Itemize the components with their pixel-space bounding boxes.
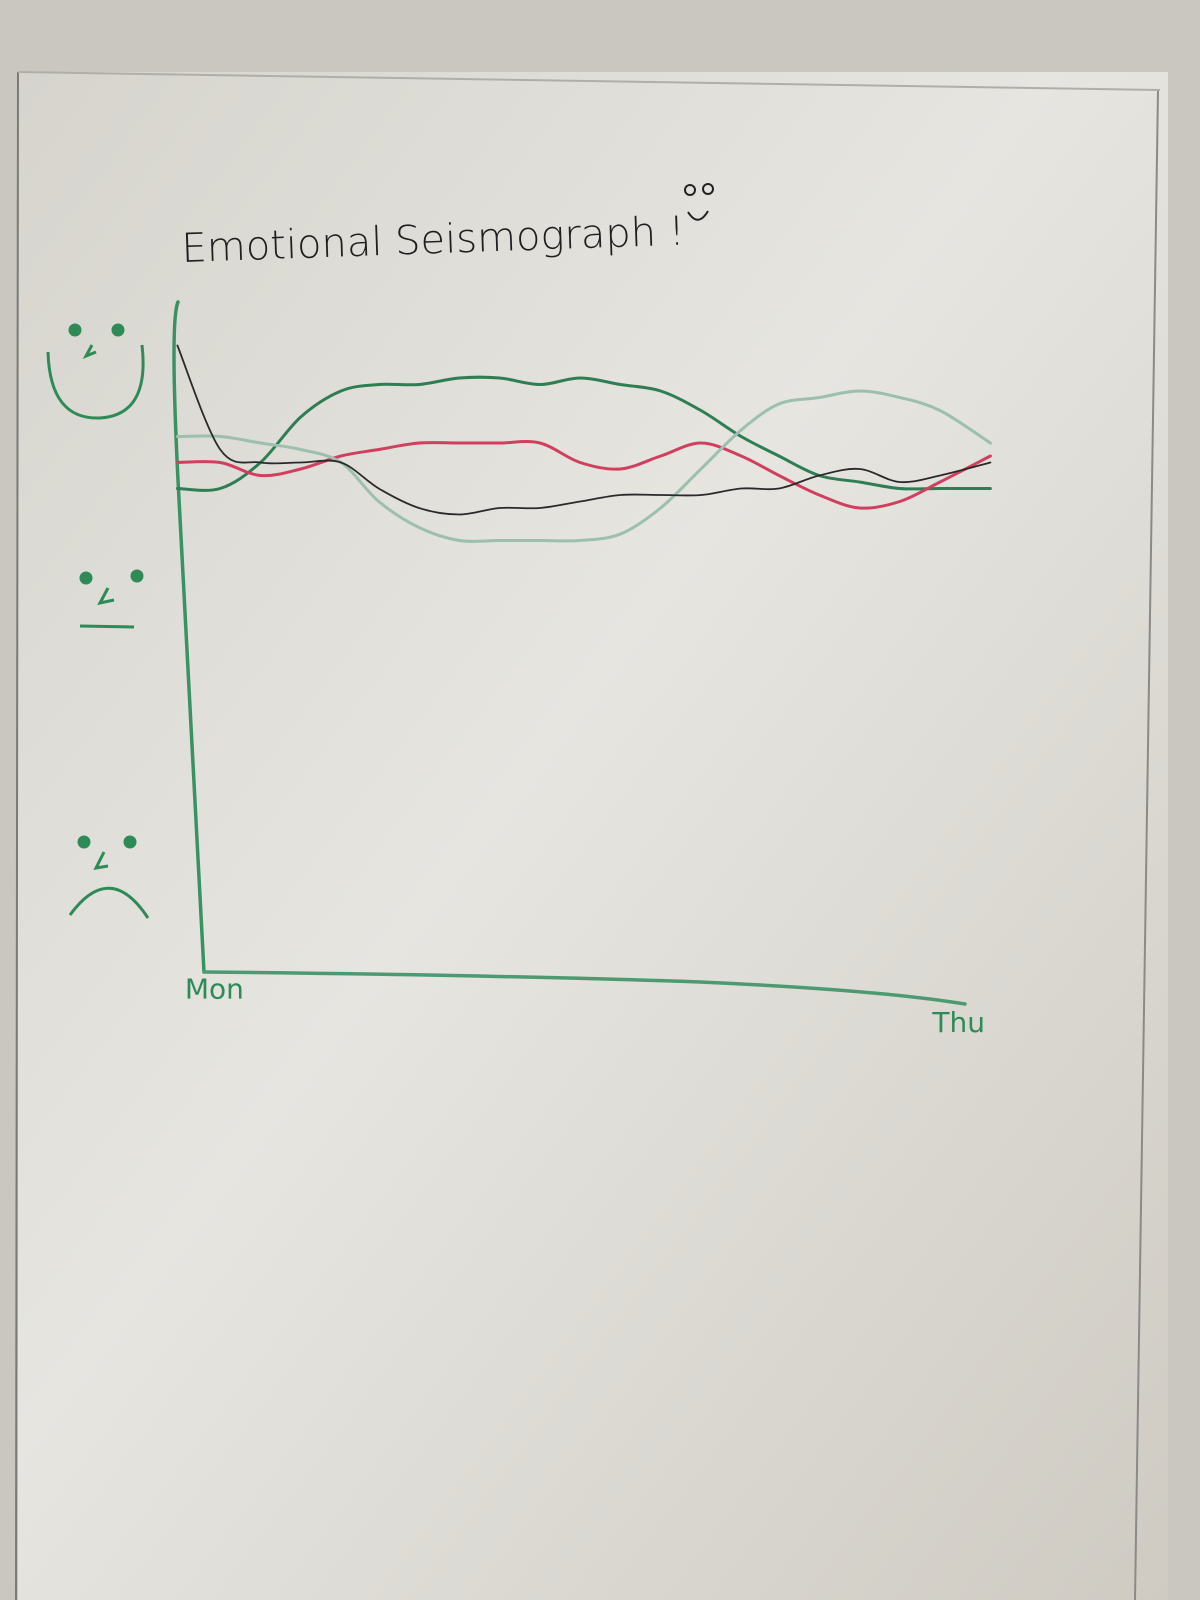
series-line bbox=[175, 389, 992, 543]
neutral-face bbox=[79, 569, 144, 629]
series-line bbox=[175, 440, 992, 510]
x-axis bbox=[202, 970, 967, 1006]
x-tick-label: Mon bbox=[185, 973, 244, 1006]
board-edge bbox=[17, 71, 1161, 91]
board-edge bbox=[1134, 89, 1159, 1600]
board bbox=[18, 72, 1168, 1600]
sad-face bbox=[68, 835, 150, 919]
series-line bbox=[176, 344, 992, 516]
plot: Mon Thu bbox=[175, 344, 992, 1039]
board-edge bbox=[15, 71, 19, 1600]
series-line bbox=[175, 375, 992, 492]
happy-face bbox=[46, 323, 145, 420]
title-smiley bbox=[684, 183, 714, 221]
x-tick-label: Thu bbox=[931, 1006, 985, 1039]
